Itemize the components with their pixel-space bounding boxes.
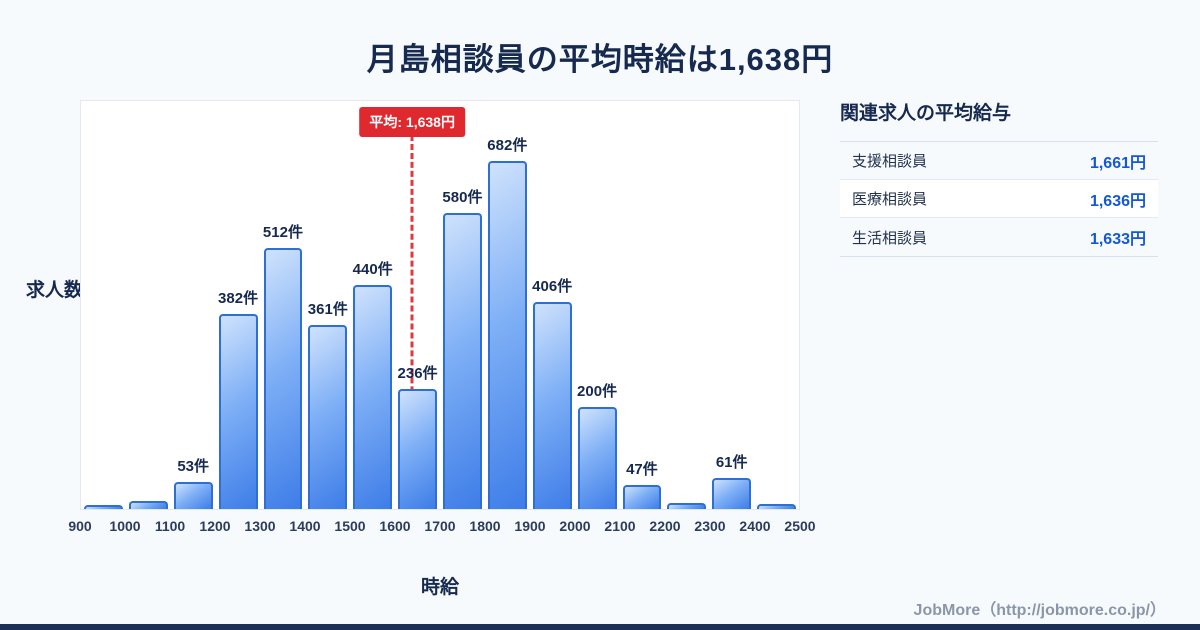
bar-value-label: 200件 <box>577 383 618 400</box>
bar-value-label: 512件 <box>262 223 303 241</box>
bar-value-label: 361件 <box>307 300 348 318</box>
histogram-bar <box>577 407 617 509</box>
related-job-row: 医療相談員 1,636円 <box>840 180 1158 218</box>
bar-value-label: 682件 <box>487 137 528 155</box>
x-tick-label: 1300 <box>244 518 276 534</box>
bar-value-label: 47件 <box>626 461 658 479</box>
related-job-name: 支援相談員 <box>852 153 928 170</box>
x-tick-label: 2000 <box>559 518 591 534</box>
bar-value-label: 406件 <box>532 277 573 295</box>
x-tick-label: 2300 <box>694 518 726 534</box>
histogram-bar <box>398 388 437 509</box>
bar-value-label: 61件 <box>715 453 748 471</box>
bar-value-label: 53件 <box>177 457 210 475</box>
bar-value-label: 236件 <box>397 364 438 382</box>
histogram-bar <box>173 481 213 509</box>
related-job-wage: 1,633円 <box>1089 231 1146 248</box>
bar-value-label: 440件 <box>352 260 393 278</box>
site-credit: JobMore（http://jobmore.co.jp/） <box>913 602 1166 619</box>
related-job-wage: 1,661円 <box>1089 154 1146 172</box>
related-job-row: 支援相談員 1,661円 <box>840 142 1158 180</box>
related-jobs-panel: 関連求人の平均給与 支援相談員 1,661円医療相談員 1,636円生活相談員 1,6… <box>840 98 1158 257</box>
x-tick-label: 1800 <box>469 518 501 534</box>
histogram-bar <box>128 500 168 509</box>
page-title: 月島相談員の平均時給は1,638円 <box>366 42 834 77</box>
histogram-bar <box>353 284 393 509</box>
x-tick-label: 1200 <box>199 518 231 534</box>
x-tick-label: 1100 <box>154 518 186 534</box>
bar-value-label: 382件 <box>218 290 259 308</box>
x-tick-label: 1500 <box>334 518 366 534</box>
x-tick-label: 2500 <box>784 518 816 534</box>
histogram-bar <box>263 247 303 509</box>
x-tick-label: 1400 <box>289 518 321 534</box>
histogram-bar <box>757 504 796 509</box>
x-tick-label: 2400 <box>739 518 771 534</box>
average-line <box>410 135 414 509</box>
x-tick-label: 1000 <box>109 518 141 534</box>
histogram-bar <box>218 314 258 509</box>
related-job-name: 医療相談員 <box>852 191 928 208</box>
histogram-bar <box>667 502 707 509</box>
y-axis-title: 求人数 <box>26 280 84 301</box>
histogram-bar <box>532 301 572 509</box>
x-tick-label: 1700 <box>424 518 456 534</box>
histogram-bar <box>84 504 123 509</box>
related-job-name: 生活相談員 <box>852 229 928 247</box>
related-jobs-heading: 関連求人の平均給与 <box>840 103 1012 124</box>
histogram-bar <box>308 324 348 509</box>
related-jobs-table: 支援相談員 1,661円医療相談員 1,636円生活相談員 1,633円 <box>840 141 1158 257</box>
x-tick-label: 1900 <box>514 518 546 534</box>
related-job-row: 生活相談員 1,633円 <box>840 218 1158 256</box>
average-badge: 平均: 1,638円 <box>359 107 465 137</box>
histogram-bar <box>487 161 527 509</box>
histogram-bar <box>622 485 662 509</box>
histogram-bar <box>712 477 752 509</box>
x-axis-ticks: 900 1000 1100 1200 1300 1400 1500 1600 1700 1800 1… <box>68 518 815 538</box>
x-axis-title: 時給 <box>420 577 459 598</box>
x-tick-label: 1600 <box>379 518 411 534</box>
histogram-bar <box>443 213 482 509</box>
x-tick-label: 2100 <box>604 518 636 534</box>
x-tick-label: 2200 <box>649 518 681 534</box>
histogram-plot: 平均: 1,638円 53件 382件 512件 361件 440件 236件 580件 68… <box>80 100 800 510</box>
bar-value-label: 580件 <box>442 189 483 207</box>
bottom-accent-bar <box>0 624 1200 630</box>
x-tick-label: 900 <box>68 518 92 534</box>
related-job-wage: 1,636円 <box>1089 192 1146 210</box>
